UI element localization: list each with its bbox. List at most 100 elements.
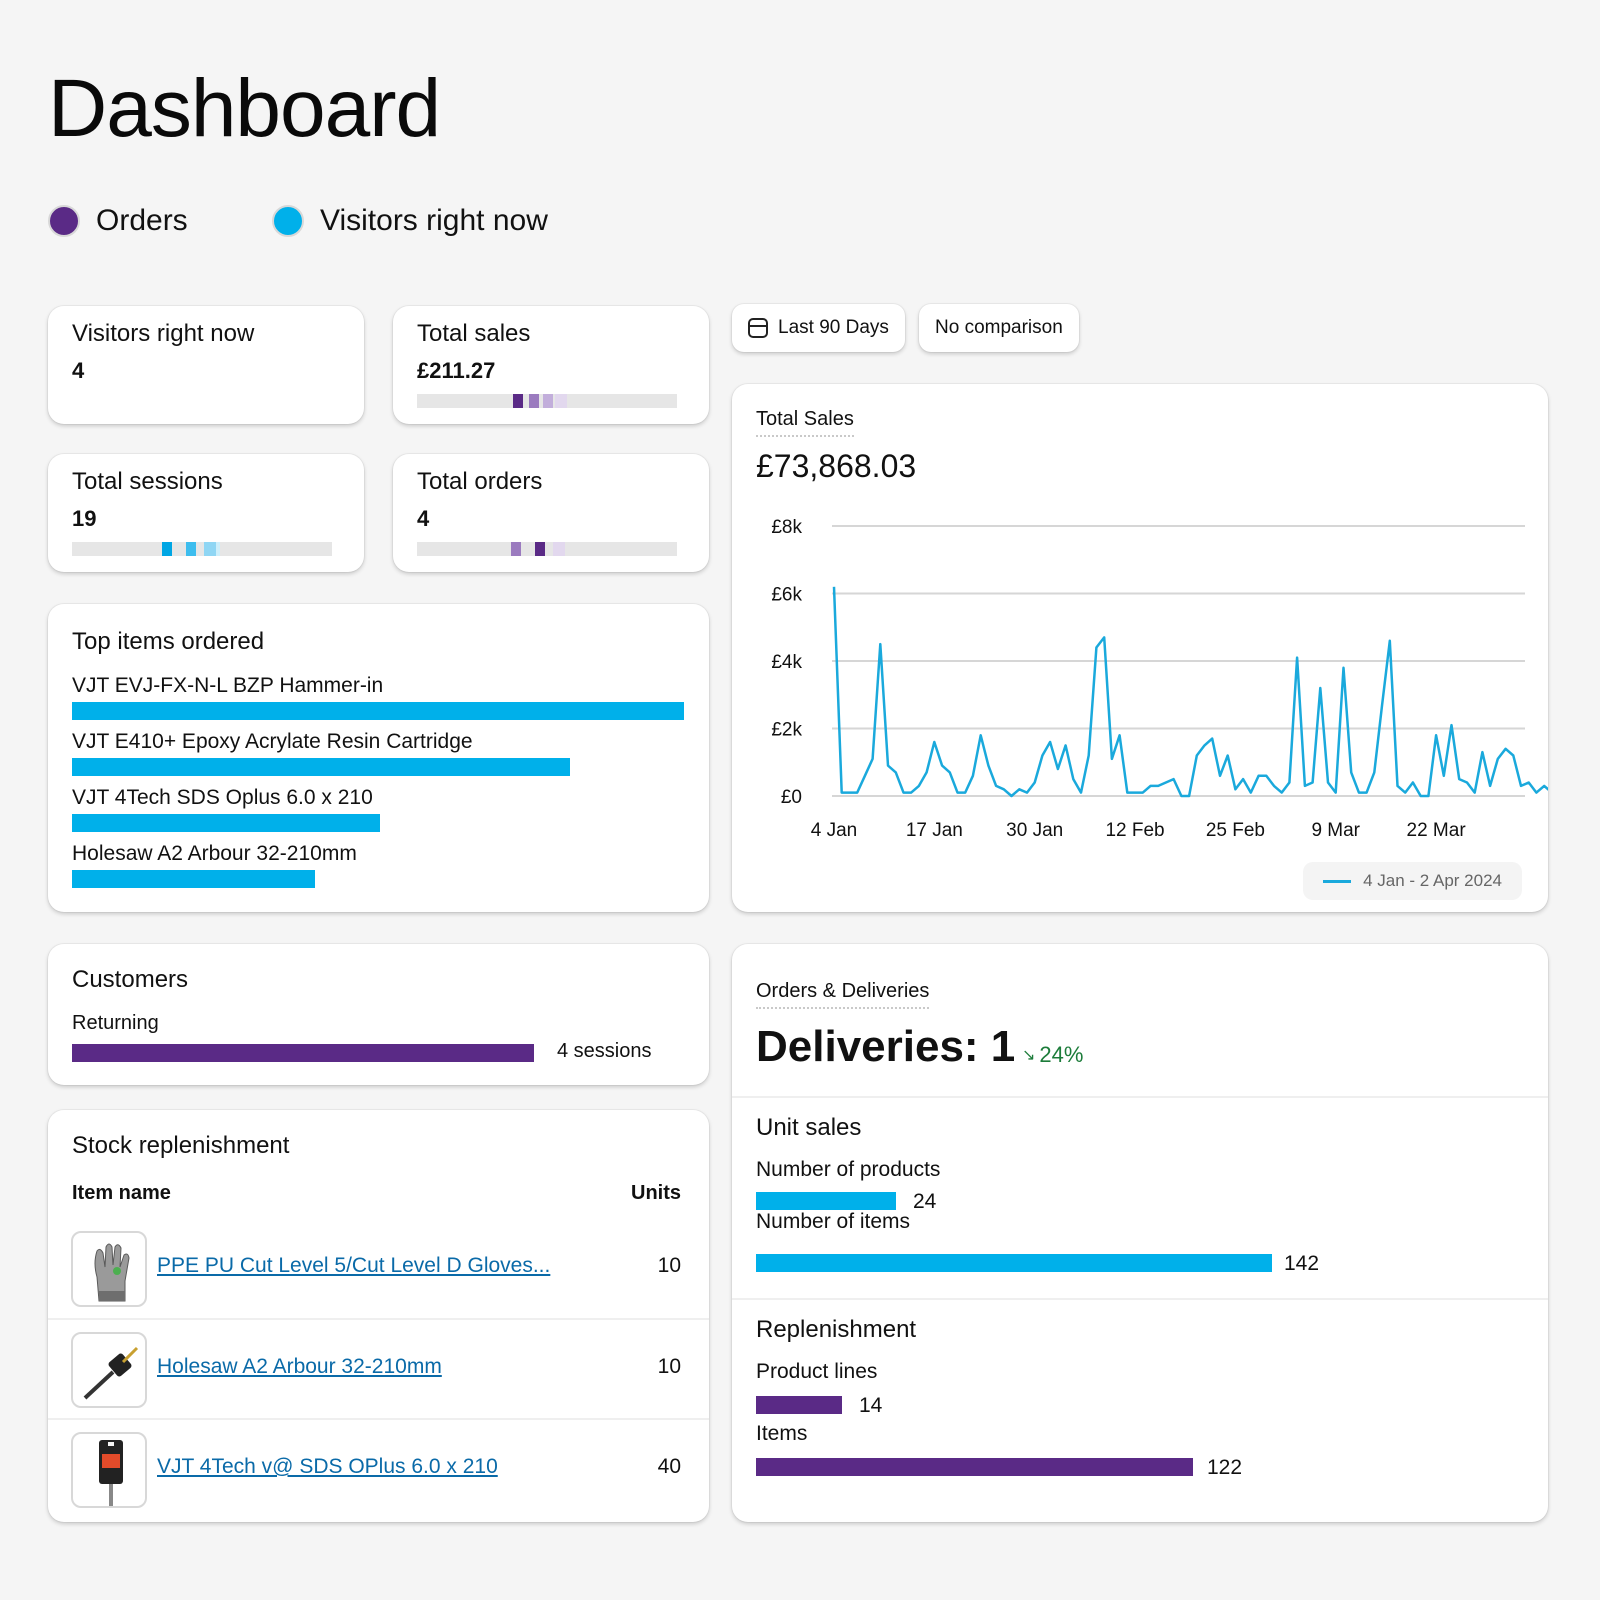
x-tick-label: 30 Jan xyxy=(1006,820,1063,841)
total-sales-title[interactable]: Total Sales xyxy=(756,408,854,437)
sparkbar-segment xyxy=(553,542,565,556)
x-tick-label: 12 Feb xyxy=(1105,820,1164,841)
kpi-orders-label: Total orders xyxy=(417,468,543,495)
y-tick-label: £6k xyxy=(771,585,802,606)
date-range-label: Last 90 Days xyxy=(778,317,889,338)
y-tick-label: £4k xyxy=(771,652,802,673)
stock-item-link[interactable]: PPE PU Cut Level 5/Cut Level D Gloves... xyxy=(157,1254,551,1277)
product-lines-bar xyxy=(756,1396,842,1414)
returning-label: Returning xyxy=(72,1012,159,1034)
top-item-label: Holesaw A2 Arbour 32-210mm xyxy=(72,842,357,865)
comparison-label: No comparison xyxy=(935,317,1063,338)
table-row: Holesaw A2 Arbour 32-210mm 10 xyxy=(48,1319,709,1419)
orders-dot-icon xyxy=(48,205,80,237)
stock-units: 10 xyxy=(657,1254,681,1277)
items-bar xyxy=(756,1254,1272,1272)
replenishment-items-value: 122 xyxy=(1207,1456,1243,1479)
orders-deliveries-title[interactable]: Orders & Deliveries xyxy=(756,980,930,1009)
top-item-label: VJT 4Tech SDS Oplus 6.0 x 210 xyxy=(72,786,373,809)
section-divider xyxy=(732,1096,1548,1098)
kpi-sessions-sparkbar xyxy=(72,542,332,556)
kpi-sessions-label: Total sessions xyxy=(72,468,223,495)
stock-title: Stock replenishment xyxy=(72,1132,290,1159)
top-items-title: Top items ordered xyxy=(72,628,265,655)
row-divider xyxy=(48,1318,709,1320)
kpi-sales-label: Total sales xyxy=(417,320,531,347)
y-tick-label: £0 xyxy=(781,787,802,808)
gloves-icon xyxy=(71,1231,147,1307)
kpi-visitors-card[interactable]: Visitors right now 4 xyxy=(48,306,364,424)
product-lines-value: 14 xyxy=(859,1394,883,1417)
customers-title: Customers xyxy=(72,966,189,993)
sparkbar-segment xyxy=(162,542,172,556)
x-tick-label: 22 Mar xyxy=(1407,820,1467,841)
sparkbar-segment xyxy=(216,542,220,556)
legend-visitors-label: Visitors right now xyxy=(320,204,548,237)
top-item-bar xyxy=(72,870,315,888)
items-label: Number of items xyxy=(756,1210,911,1233)
kpi-orders-card[interactable]: Total orders 4 xyxy=(393,454,709,572)
stock-card: Stock replenishment Item name Units PPE … xyxy=(48,1110,709,1522)
legend-visitors: Visitors right now xyxy=(272,204,548,238)
kpi-sessions-card[interactable]: Total sessions 19 xyxy=(48,454,364,572)
x-tick-label: 17 Jan xyxy=(906,820,963,841)
visitors-dot-icon xyxy=(272,205,304,237)
x-tick-label: 25 Feb xyxy=(1206,820,1265,841)
stock-units: 40 xyxy=(657,1455,681,1478)
legend-orders-label: Orders xyxy=(96,204,188,237)
chart-legend-label: 4 Jan - 2 Apr 2024 xyxy=(1363,871,1502,890)
drill-bit-pack-icon xyxy=(71,1432,147,1508)
y-tick-label: £2k xyxy=(771,720,802,741)
sparkbar-segment xyxy=(535,542,545,556)
table-row: VJT 4Tech v@ SDS OPlus 6.0 x 210 40 xyxy=(48,1419,709,1519)
top-item-bar xyxy=(72,758,570,776)
sparkbar-segment xyxy=(511,542,521,556)
deliveries-headline: Deliveries: 1 xyxy=(756,1022,1016,1071)
sparkbar-segment xyxy=(529,394,539,408)
kpi-visitors-value: 4 xyxy=(72,358,85,383)
kpi-orders-sparkbar xyxy=(417,542,677,556)
total-sales-value: £73,868.03 xyxy=(756,448,917,484)
items-value: 142 xyxy=(1284,1252,1320,1275)
kpi-sessions-value: 19 xyxy=(72,506,97,531)
top-item-bar xyxy=(72,814,380,832)
unit-sales-title: Unit sales xyxy=(756,1114,862,1141)
product-lines-label: Product lines xyxy=(756,1360,878,1383)
kpi-orders-value: 4 xyxy=(417,506,430,531)
top-items-card: Top items ordered VJT EVJ-FX-N-L BZP Ham… xyxy=(48,604,709,912)
sparkbar-segment xyxy=(513,394,523,408)
deliveries-change-value: 24% xyxy=(1039,1042,1084,1067)
stock-item-link[interactable]: Holesaw A2 Arbour 32-210mm xyxy=(157,1355,442,1378)
page-title: Dashboard xyxy=(48,63,441,154)
section-divider xyxy=(732,1298,1548,1300)
replenishment-items-bar xyxy=(756,1458,1193,1476)
sparkbar-segment xyxy=(186,542,196,556)
comparison-button[interactable]: No comparison xyxy=(919,304,1079,352)
row-divider xyxy=(48,1418,709,1420)
products-value: 24 xyxy=(913,1190,937,1213)
kpi-sales-card[interactable]: Total sales £211.27 xyxy=(393,306,709,424)
kpi-visitors-label: Visitors right now xyxy=(72,320,255,347)
sales-series-line xyxy=(832,586,1548,798)
orders-deliveries-card: Orders & Deliveries Deliveries: 1 ↘ 24% … xyxy=(732,944,1548,1522)
holesaw-arbour-icon xyxy=(71,1332,147,1408)
replenishment-title: Replenishment xyxy=(756,1316,917,1343)
table-row: PPE PU Cut Level 5/Cut Level D Gloves...… xyxy=(48,1218,709,1318)
top-item-bar xyxy=(72,702,684,720)
returning-value: 4 sessions xyxy=(557,1040,652,1062)
col-units-header: Units xyxy=(631,1182,681,1204)
date-range-button[interactable]: Last 90 Days xyxy=(732,304,905,352)
kpi-sales-sparkbar xyxy=(417,394,677,408)
customers-card: Customers Returning 4 sessions xyxy=(48,944,709,1085)
stock-item-link[interactable]: VJT 4Tech v@ SDS OPlus 6.0 x 210 xyxy=(157,1455,498,1478)
calendar-icon xyxy=(748,318,768,338)
top-item-label: VJT EVJ-FX-N-L BZP Hammer-in xyxy=(72,674,384,697)
total-sales-line-chart: £8k £6k £4k £2k £0 4 Jan 17 Jan 30 Jan 12 Feb 25 … xyxy=(771,517,1548,841)
returning-bar xyxy=(72,1044,534,1062)
deliveries-change: ↘ 24% xyxy=(1022,1042,1083,1068)
kpi-sales-value: £211.27 xyxy=(417,358,496,383)
sparkbar-segment xyxy=(204,542,216,556)
products-bar xyxy=(756,1192,896,1210)
y-tick-label: £8k xyxy=(771,517,802,538)
x-tick-label: 9 Mar xyxy=(1311,820,1360,841)
